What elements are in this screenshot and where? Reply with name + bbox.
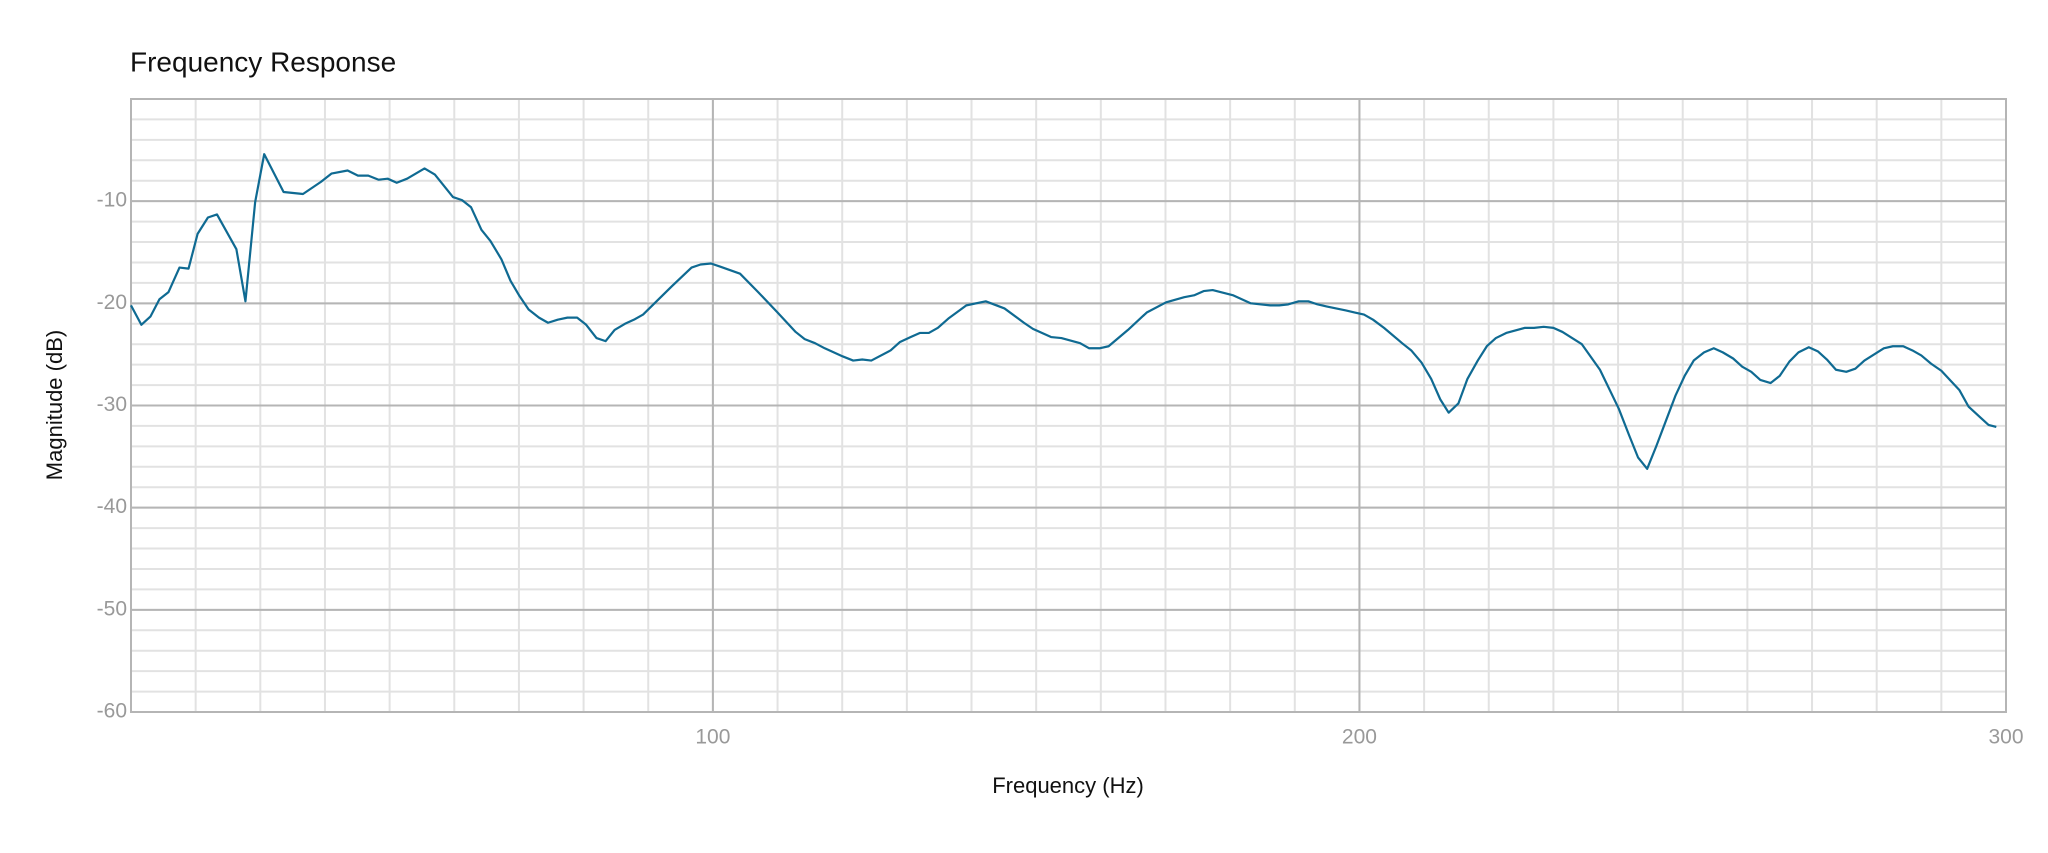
y-axis-title: Magnitude (dB) [42, 330, 67, 480]
x-tick-label: 200 [1342, 726, 1377, 749]
y-tick-label: -10 [97, 189, 127, 212]
response-line [130, 153, 1997, 470]
x-tick-label: 100 [695, 726, 730, 749]
y-tick-label: -30 [97, 393, 127, 416]
y-tick-label: -50 [97, 597, 127, 620]
y-tick-label: -40 [97, 495, 127, 518]
y-tick-label: -60 [97, 700, 127, 723]
y-tick-label: -20 [97, 291, 127, 314]
plot-border [130, 98, 2007, 713]
x-tick-label: 300 [1988, 726, 2023, 749]
grid: 100 200 300 -60 -50 -40 -30 -20 -10 [97, 98, 2024, 749]
chart-title: Frequency Response [130, 46, 396, 77]
plot-area [130, 153, 1997, 470]
x-axis-title: Frequency (Hz) [992, 773, 1144, 798]
